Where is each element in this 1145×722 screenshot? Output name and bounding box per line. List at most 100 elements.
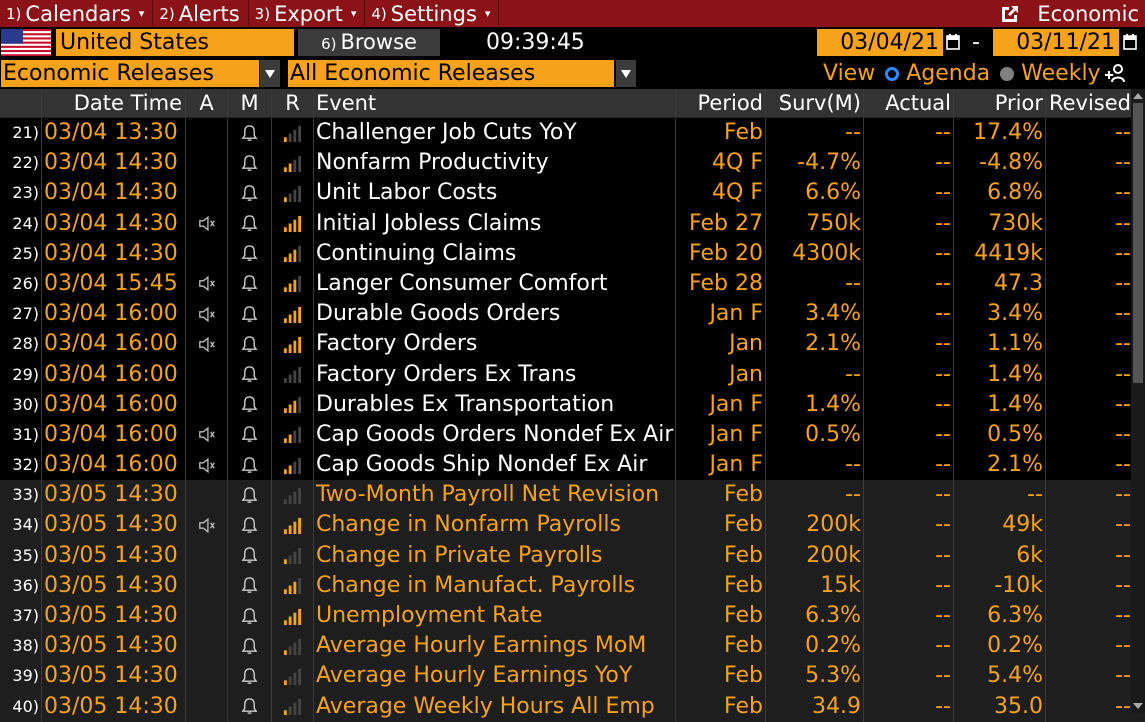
event-name[interactable]: Durable Goods Orders (314, 299, 676, 330)
table-row[interactable]: 26) 03/04 15:45 Langer Consumer Comfort Feb… (0, 268, 1145, 300)
header-period[interactable]: Period (676, 89, 766, 117)
bell-icon[interactable] (241, 425, 258, 444)
table-row[interactable]: 36) 03/05 14:30 Change in Manufact. Payrol… (0, 570, 1145, 601)
event-name[interactable]: Durables Ex Transportation (314, 389, 676, 420)
dropdown-button[interactable] (260, 60, 280, 87)
event-name[interactable]: Factory Orders (314, 329, 676, 360)
bell-icon[interactable] (241, 124, 258, 143)
bell-icon[interactable] (241, 546, 258, 565)
header-r[interactable]: R (272, 89, 314, 117)
table-row[interactable]: 23) 03/04 14:30 Unit Labor Costs 4Q F 6.6% --… (0, 178, 1145, 209)
bell-icon[interactable] (241, 456, 258, 475)
bell-icon[interactable] (241, 607, 258, 626)
bell-icon[interactable] (241, 365, 258, 384)
header-event[interactable]: Event (314, 89, 676, 117)
event-name[interactable]: Unit Labor Costs (314, 178, 676, 209)
header-a[interactable]: A (186, 89, 228, 117)
table-row[interactable]: 30) 03/04 16:00 Durables Ex Transportation… (0, 389, 1145, 420)
menu-calendars[interactable]: 1) Calendars ▾ (0, 0, 154, 27)
event-name[interactable]: Average Weekly Hours All Emp (314, 691, 676, 722)
table-row[interactable]: 33) 03/05 14:30 Two-Month Payroll Net Revi… (0, 480, 1145, 511)
table-row[interactable]: 21) 03/04 13:30 Challenger Job Cuts YoY Feb… (0, 118, 1145, 149)
end-date-field[interactable]: 03/11/21 (993, 29, 1119, 56)
event-name[interactable]: Change in Private Payrolls (314, 540, 676, 571)
table-row[interactable]: 37) 03/05 14:30 Unemployment Rate Feb 6.3% --… (0, 601, 1145, 632)
speaker-icon[interactable] (198, 306, 216, 322)
header-prior[interactable]: Prior (954, 89, 1046, 117)
bell-icon[interactable] (241, 667, 258, 686)
table-row[interactable]: 32) 03/04 16:00 Cap Goods Ship Nondef Ex A… (0, 450, 1145, 481)
calendar-icon[interactable] (946, 34, 960, 50)
add-person-icon[interactable] (1103, 62, 1127, 86)
table-row[interactable]: 25) 03/04 14:30 Continuing Claims Feb 20 430… (0, 238, 1145, 269)
bell-icon[interactable] (241, 576, 258, 595)
table-row[interactable]: 39) 03/05 14:30 Average Hourly Earnings Yo… (0, 661, 1145, 692)
popout-icon[interactable] (999, 3, 1021, 25)
scroll-down-icon[interactable] (1133, 701, 1143, 711)
speaker-icon[interactable] (198, 336, 216, 353)
bell-icon[interactable] (241, 214, 258, 233)
dropdown-button[interactable] (616, 60, 636, 87)
bell-icon[interactable] (241, 486, 258, 505)
table-row[interactable]: 34) 03/05 14:30 Change in Nonfarm Payrolls… (0, 510, 1145, 541)
event-name[interactable]: Initial Jobless Claims (314, 208, 676, 239)
scrollbar[interactable] (1131, 89, 1145, 713)
weekly-radio[interactable] (1000, 66, 1015, 81)
table-row[interactable]: 38) 03/05 14:30 Average Hourly Earnings Mo… (0, 631, 1145, 662)
bell-icon[interactable] (241, 516, 258, 535)
header-revised[interactable]: Revised (1048, 91, 1131, 115)
calendar-icon[interactable] (1123, 34, 1137, 50)
table-row[interactable]: 22) 03/04 14:30 Nonfarm Productivity 4Q F -4… (0, 148, 1145, 179)
bell-icon[interactable] (241, 184, 258, 203)
menu-alerts[interactable]: 2) Alerts (153, 0, 249, 27)
event-name[interactable]: Nonfarm Productivity (314, 148, 676, 179)
menu-export[interactable]: 3) Export ▾ (249, 0, 366, 27)
speaker-icon[interactable] (198, 427, 216, 443)
bell-icon[interactable] (241, 274, 258, 293)
header-survey[interactable]: Surv(M) (766, 89, 864, 117)
agenda-label[interactable]: Agenda (906, 61, 991, 86)
table-row[interactable]: 29) 03/04 16:00 Factory Orders Ex Trans Jan… (0, 359, 1145, 390)
table-row[interactable]: 31) 03/04 16:00 Cap Goods Orders Nondef Ex… (0, 419, 1145, 451)
event-name[interactable]: Change in Nonfarm Payrolls (314, 510, 676, 541)
header-m[interactable]: M (228, 89, 272, 117)
start-date-field[interactable]: 03/04/21 (817, 29, 943, 56)
scroll-up-icon[interactable] (1133, 91, 1143, 101)
header-actual[interactable]: Actual (864, 89, 954, 117)
table-row[interactable]: 40) 03/05 14:30 Average Weekly Hours All E… (0, 691, 1145, 722)
bell-icon[interactable] (241, 637, 258, 656)
event-name[interactable]: Average Hourly Earnings MoM (314, 631, 676, 662)
table-row[interactable]: 28) 03/04 16:00 Factory Orders Jan 2.1% -- 1.1… (0, 329, 1145, 360)
speaker-icon[interactable] (198, 517, 216, 534)
country-field[interactable]: United States (56, 29, 294, 56)
bell-icon[interactable] (241, 244, 258, 263)
bell-icon[interactable] (241, 697, 258, 716)
release-filter-select[interactable]: All Economic Releases (288, 60, 614, 87)
browse-button[interactable]: 6) Browse (298, 29, 440, 56)
agenda-radio[interactable] (885, 66, 900, 81)
event-name[interactable]: Average Hourly Earnings YoY (314, 661, 676, 692)
event-name[interactable]: Langer Consumer Comfort (314, 268, 676, 300)
speaker-icon[interactable] (198, 276, 216, 292)
bell-icon[interactable] (241, 335, 258, 354)
event-name[interactable]: Two-Month Payroll Net Revision (314, 480, 676, 511)
event-name[interactable]: Cap Goods Orders Nondef Ex Air (314, 419, 676, 451)
menu-settings[interactable]: 4) Settings ▾ (365, 0, 500, 27)
event-name[interactable]: Continuing Claims (314, 238, 676, 269)
weekly-label[interactable]: Weekly (1021, 61, 1101, 86)
scroll-thumb[interactable] (1133, 103, 1143, 383)
speaker-icon[interactable] (198, 215, 216, 232)
bell-icon[interactable] (241, 305, 258, 324)
bell-icon[interactable] (241, 154, 258, 173)
event-name[interactable]: Unemployment Rate (314, 601, 676, 632)
table-row[interactable]: 35) 03/05 14:30 Change in Private Payrolls… (0, 540, 1145, 571)
economic-label[interactable]: Economic (1037, 1, 1139, 26)
event-name[interactable]: Cap Goods Ship Nondef Ex Air (314, 450, 676, 481)
header-datetime[interactable]: Date Time (42, 89, 186, 117)
event-name[interactable]: Factory Orders Ex Trans (314, 359, 676, 390)
release-type-select[interactable]: Economic Releases (1, 60, 259, 87)
speaker-icon[interactable] (198, 457, 216, 473)
event-name[interactable]: Challenger Job Cuts YoY (314, 118, 676, 149)
event-name[interactable]: Change in Manufact. Payrolls (314, 570, 676, 601)
